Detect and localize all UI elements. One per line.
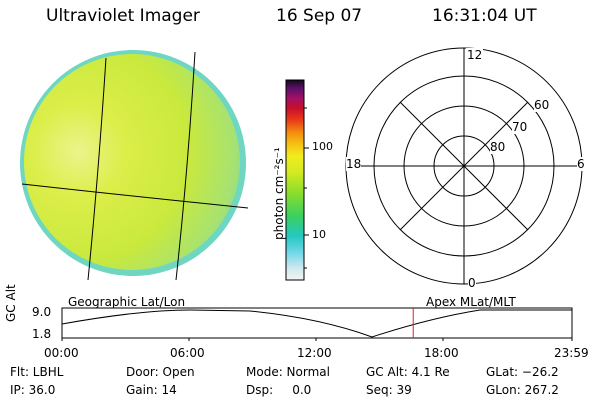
mlt-label-12: 12 [466, 48, 484, 62]
seq-info: Seq: 39 [366, 383, 412, 397]
altitude-axis-label: GC Alt [4, 284, 18, 322]
mlt-label-18: 18 [346, 157, 362, 171]
lat-label-60: 60 [534, 98, 550, 112]
meridian-line [87, 57, 107, 281]
altitude-plot [61, 307, 573, 341]
time-tick-1800: 18:00 [424, 346, 459, 360]
door-info: Door: Open [126, 365, 195, 379]
altitude-tick-9: 9.0 [32, 305, 52, 319]
time-label: 16:31:04 UT [432, 6, 537, 26]
date-label: 16 Sep 07 [276, 6, 363, 26]
latitude-line [21, 183, 249, 209]
gc-alt-info: GC Alt: 4.1 Re [366, 365, 450, 379]
meridian-line [175, 51, 196, 281]
gain-info: Gain: 14 [126, 383, 177, 397]
altitude-curve [61, 309, 572, 338]
time-tick-2359: 23:59 [554, 346, 589, 360]
altitude-tick-1-8: 1.8 [32, 327, 52, 341]
time-tick-0000: 00:00 [44, 346, 79, 360]
colorbar-tick-10: 10 [312, 228, 326, 241]
lat-label-80: 80 [490, 140, 506, 154]
earth-image [20, 50, 249, 281]
filter-info: Flt: LBHL [10, 365, 64, 379]
colorbar-tick-100: 100 [312, 140, 333, 153]
dsp-info: Dsp: 0.0 [246, 383, 312, 397]
ip-info: IP: 36.0 [10, 383, 56, 397]
lat-label-70: 70 [512, 120, 528, 134]
polar-plot [345, 47, 583, 285]
color-bar [285, 79, 309, 281]
mode-info: Mode: Normal [246, 365, 330, 379]
apex-label: Apex MLat/MLT [426, 295, 516, 309]
colorbar-unit-label: photon cm⁻²s⁻¹ [272, 147, 286, 240]
mlt-label-6: 6 [577, 157, 585, 171]
glon-info: GLon: 267.2 [486, 383, 559, 397]
mlt-label-0: 0 [468, 276, 476, 290]
polar-diagonal [399, 101, 529, 231]
earth-disc-texture [24, 54, 240, 270]
time-tick-1200: 12:00 [297, 346, 332, 360]
glat-info: GLat: −26.2 [486, 365, 559, 379]
geographic-label: Geographic Lat/Lon [68, 295, 186, 309]
app-title: Ultraviolet Imager [46, 6, 200, 26]
altitude-plot-frame [61, 307, 573, 339]
time-tick-0600: 06:00 [170, 346, 205, 360]
